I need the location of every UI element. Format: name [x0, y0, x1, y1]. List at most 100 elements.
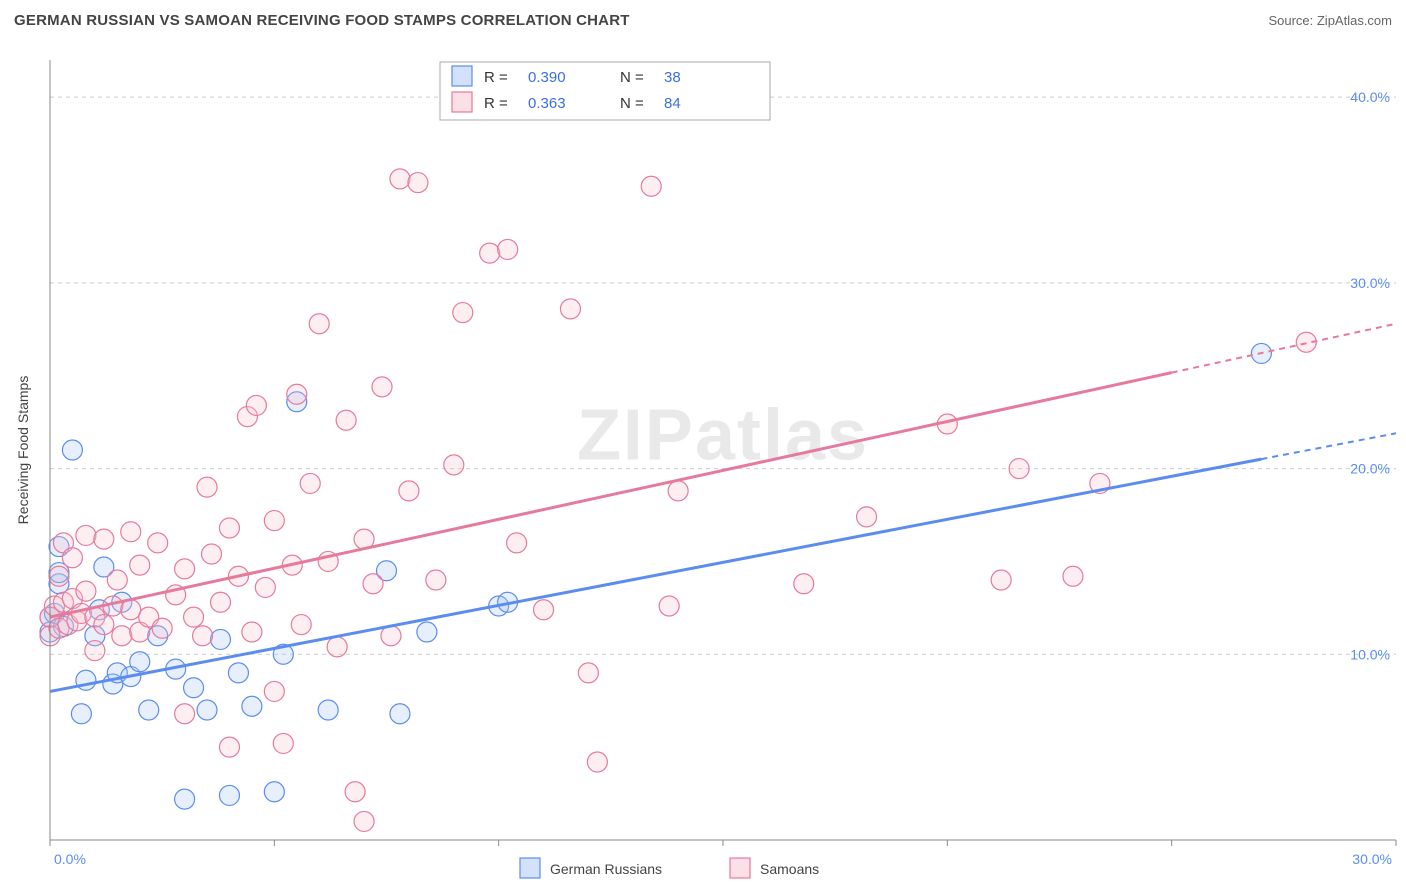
data-point	[202, 544, 222, 564]
data-point	[62, 548, 82, 568]
data-point	[210, 592, 230, 612]
data-point	[264, 782, 284, 802]
data-point	[363, 574, 383, 594]
data-point	[991, 570, 1011, 590]
data-point	[498, 239, 518, 259]
legend-swatch	[520, 858, 540, 878]
data-point	[336, 410, 356, 430]
data-point	[210, 629, 230, 649]
stats-legend: R =0.390N =38R =0.363N =84	[440, 62, 770, 120]
source-prefix: Source:	[1268, 13, 1316, 28]
data-point	[94, 615, 114, 635]
data-point	[76, 581, 96, 601]
data-point	[300, 473, 320, 493]
data-point	[94, 529, 114, 549]
data-point	[246, 395, 266, 415]
data-point	[112, 626, 132, 646]
svg-text:40.0%: 40.0%	[1350, 89, 1390, 105]
data-point	[228, 663, 248, 683]
data-point	[453, 303, 473, 323]
data-point	[318, 700, 338, 720]
data-point	[507, 533, 527, 553]
data-point	[857, 507, 877, 527]
data-point	[309, 314, 329, 334]
legend-label: Samoans	[760, 861, 819, 877]
data-point	[107, 570, 127, 590]
svg-text:0.0%: 0.0%	[54, 851, 86, 867]
watermark: ZIPatlas	[577, 395, 869, 475]
data-point	[193, 626, 213, 646]
svg-text:R =: R =	[484, 95, 508, 112]
svg-text:38: 38	[664, 69, 681, 86]
data-point	[62, 440, 82, 460]
svg-text:R =: R =	[484, 69, 508, 86]
data-point	[121, 600, 141, 620]
data-point	[175, 559, 195, 579]
data-point	[327, 637, 347, 657]
data-point	[426, 570, 446, 590]
series-legend: German Russians Samoans	[520, 858, 819, 878]
svg-text:20.0%: 20.0%	[1350, 461, 1390, 477]
svg-text:30.0%: 30.0%	[1350, 275, 1390, 291]
data-point	[219, 785, 239, 805]
data-point	[139, 700, 159, 720]
data-point	[242, 622, 262, 642]
data-point	[197, 477, 217, 497]
data-point	[175, 789, 195, 809]
y-axis-label: Receiving Food Stamps	[15, 376, 31, 525]
data-point	[152, 618, 172, 638]
data-point	[264, 511, 284, 531]
legend-swatch	[730, 858, 750, 878]
data-point	[587, 752, 607, 772]
data-point	[560, 299, 580, 319]
data-point	[184, 678, 204, 698]
data-point	[85, 641, 105, 661]
source-attribution: Source: ZipAtlas.com	[1268, 13, 1392, 28]
legend-label: German Russians	[550, 861, 662, 877]
data-point	[121, 522, 141, 542]
data-point	[76, 525, 96, 545]
header: GERMAN RUSSIAN VS SAMOAN RECEIVING FOOD …	[0, 0, 1406, 40]
chart-title: GERMAN RUSSIAN VS SAMOAN RECEIVING FOOD …	[14, 12, 630, 29]
svg-text:N =: N =	[620, 69, 644, 86]
svg-text:30.0%: 30.0%	[1352, 851, 1392, 867]
trend-line-extrapolated	[1261, 433, 1396, 459]
svg-text:0.390: 0.390	[528, 69, 566, 86]
data-point	[408, 173, 428, 193]
data-point	[354, 811, 374, 831]
legend-swatch	[452, 92, 472, 112]
data-point	[219, 518, 239, 538]
data-point	[197, 700, 217, 720]
data-point	[372, 377, 392, 397]
data-point	[184, 607, 204, 627]
source-link[interactable]: ZipAtlas.com	[1317, 13, 1392, 28]
data-point	[659, 596, 679, 616]
data-point	[242, 696, 262, 716]
data-point	[480, 243, 500, 263]
svg-text:N =: N =	[620, 95, 644, 112]
data-point	[71, 704, 91, 724]
data-point	[291, 615, 311, 635]
data-point	[255, 577, 275, 597]
data-point	[148, 533, 168, 553]
data-point	[130, 555, 150, 575]
data-point	[390, 704, 410, 724]
scatter-chart: 10.0% 20.0% 30.0% 40.0% 0.0% 30.0% ZIPatlas Rec…	[0, 40, 1406, 892]
series-samoans	[40, 169, 1316, 832]
data-point	[417, 622, 437, 642]
data-point	[287, 384, 307, 404]
data-point	[390, 169, 410, 189]
data-point	[444, 455, 464, 475]
data-point	[668, 481, 688, 501]
data-point	[130, 652, 150, 672]
trend-line-extrapolated	[1172, 324, 1396, 373]
svg-text:10.0%: 10.0%	[1350, 646, 1390, 662]
data-point	[1009, 459, 1029, 479]
data-point	[534, 600, 554, 620]
data-point	[273, 733, 293, 753]
data-point	[578, 663, 598, 683]
data-point	[794, 574, 814, 594]
data-point	[641, 176, 661, 196]
chart-container: 10.0% 20.0% 30.0% 40.0% 0.0% 30.0% ZIPatlas Rec…	[0, 40, 1406, 892]
data-point	[49, 566, 69, 586]
